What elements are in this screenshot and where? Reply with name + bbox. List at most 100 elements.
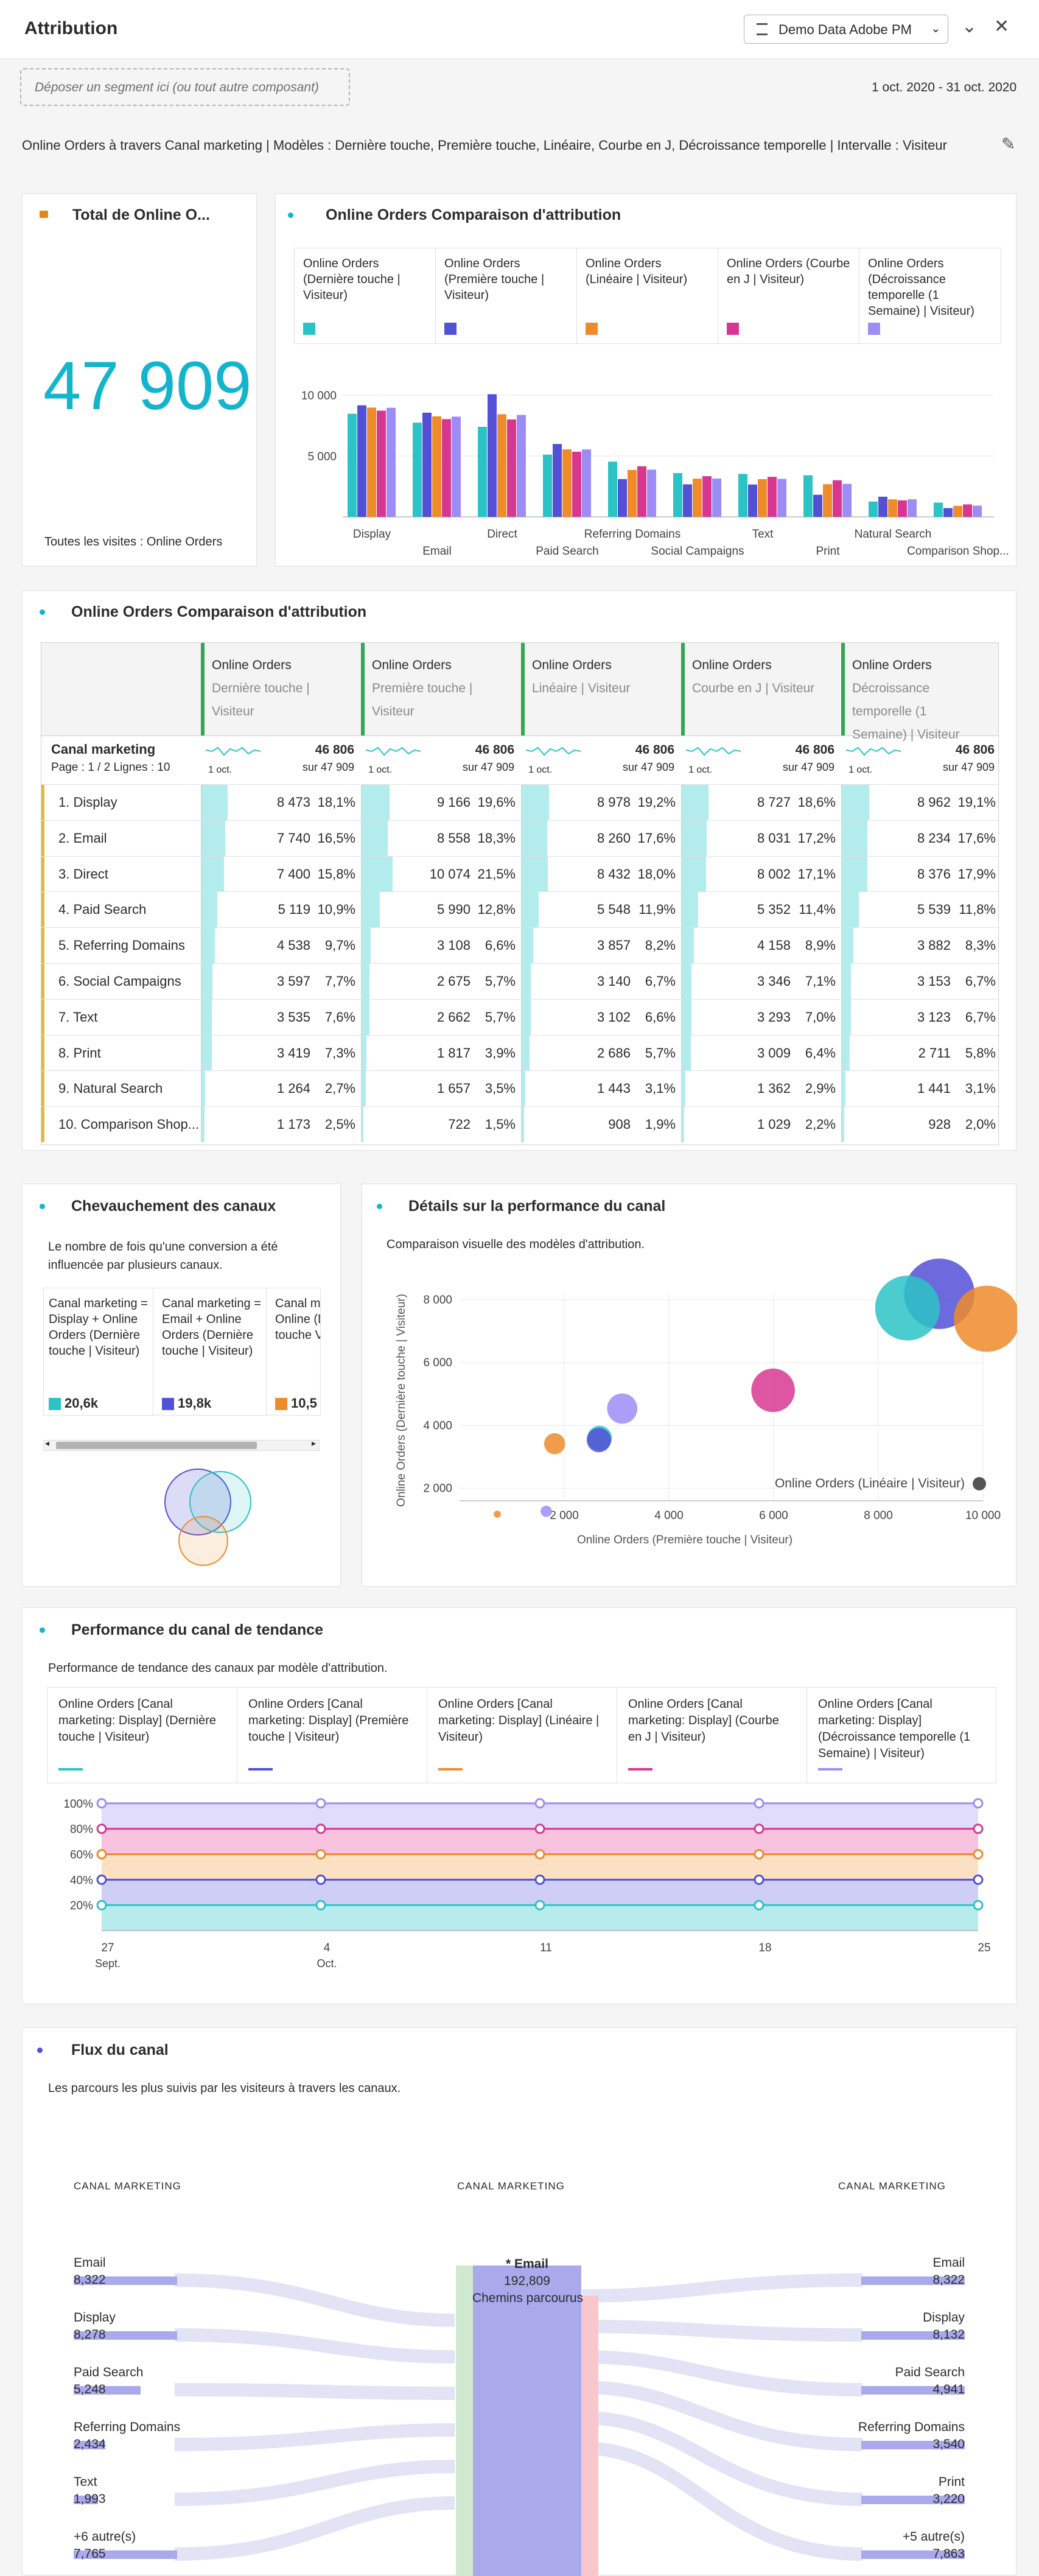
cell-percent: 19,6% bbox=[477, 795, 516, 810]
bar bbox=[357, 405, 366, 517]
table-row[interactable]: 2. Email 7 740 16,5% 8 558 18,3% 8 260 17,6% 8 … bbox=[41, 819, 998, 856]
flow-center-value: 192,809 bbox=[504, 2274, 550, 2288]
chart-legend: Online Orders [Canal marketing: Display]… bbox=[47, 1687, 996, 1783]
legend-label: Online Orders [Canal marketing: Display]… bbox=[58, 1697, 216, 1744]
flow-diagram bbox=[74, 2265, 965, 2576]
flow-center-sub: Chemins parcourus bbox=[472, 2291, 584, 2305]
cell-bar bbox=[201, 892, 217, 928]
flow-description: Les parcours les plus suivis par les vis… bbox=[48, 2082, 401, 2095]
legend-label: Online Orders (Linéaire | Visiteur) bbox=[586, 257, 688, 286]
bar bbox=[869, 501, 878, 517]
date-range[interactable]: 1 oct. 2020 - 31 oct. 2020 bbox=[872, 80, 1017, 94]
legend-swatch bbox=[58, 1768, 83, 1771]
overlap-card[interactable]: Canal marketing = Email + Online Orders … bbox=[157, 1288, 267, 1415]
column-header-model: temporelle (1 bbox=[852, 704, 927, 718]
scroll-right-icon[interactable]: ▸ bbox=[312, 1438, 317, 1448]
table-row[interactable]: 10. Comparison Shop... 1 173 2,5% 722 1,5% 90… bbox=[41, 1106, 998, 1142]
flow-right-node-value: 8,132 bbox=[932, 2328, 965, 2342]
table-row[interactable]: 4. Paid Search 5 119 10,9% 5 990 12,8% 5 548 1… bbox=[41, 891, 998, 928]
legend-item: Online Orders [Canal marketing: Display]… bbox=[617, 1688, 807, 1783]
x-tick-label: 2 000 bbox=[550, 1509, 579, 1522]
trend-title: Performance du canal de tendance bbox=[71, 1621, 324, 1638]
cell-bar bbox=[681, 928, 694, 963]
cell-percent: 2,5% bbox=[324, 1117, 355, 1132]
channel-overlap-panel: Chevauchement des canaux Le nombre de fo… bbox=[22, 1184, 341, 1587]
flow-left-node-value: 8,278 bbox=[74, 2328, 106, 2342]
table-row[interactable]: 8. Print 3 419 7,3% 1 817 3,9% 2 686 5,7% 3 009… bbox=[41, 1034, 998, 1071]
panel-status-dot bbox=[288, 212, 293, 218]
cell-bar bbox=[681, 1107, 684, 1142]
flow-left-node-label: Email bbox=[74, 2256, 106, 2270]
column-total-of: sur 47 909 bbox=[942, 761, 995, 773]
table-row[interactable]: 9. Natural Search 1 264 2,7% 1 657 3,5% 1 443… bbox=[41, 1070, 998, 1107]
bar bbox=[833, 480, 842, 517]
bar bbox=[702, 476, 712, 517]
x-tick-month: Sept. bbox=[95, 1957, 121, 1970]
legend-item: Online Orders [Canal marketing: Display]… bbox=[427, 1688, 617, 1783]
cell-bar bbox=[521, 820, 547, 856]
flow-link bbox=[174, 2460, 455, 2506]
cell-bar bbox=[201, 1107, 205, 1142]
row-label: 9. Natural Search bbox=[58, 1081, 163, 1097]
cell-percent: 5,8% bbox=[965, 1045, 996, 1061]
column-header-model: Décroissance bbox=[852, 681, 930, 695]
row-label: 3. Direct bbox=[58, 866, 108, 882]
cell-percent: 7,7% bbox=[324, 974, 355, 989]
cell-bar bbox=[201, 785, 228, 820]
collapse-chevron-icon[interactable]: ⌄ bbox=[962, 16, 978, 37]
bar bbox=[647, 469, 656, 517]
edit-pencil-icon[interactable]: ✎ bbox=[1001, 135, 1016, 153]
cell-value: 10 074 bbox=[429, 866, 471, 882]
overlap-card[interactable]: Canal m = Direc Online (Derni touche Vis… bbox=[270, 1288, 320, 1415]
scroll-left-icon[interactable]: ◂ bbox=[45, 1438, 50, 1448]
table-row[interactable]: 3. Direct 7 400 15,8% 10 074 21,5% 8 432 18,0%… bbox=[41, 855, 998, 892]
cell-value: 1 441 bbox=[917, 1081, 951, 1097]
column-header-metric: Online Orders bbox=[212, 658, 292, 672]
column-header[interactable]: Online Orders Dernière touche | Visiteur bbox=[201, 643, 359, 735]
x-axis-title: Online Orders (Première touche | Visiteu… bbox=[577, 1534, 792, 1546]
table-row[interactable]: 6. Social Campaigns 3 597 7,7% 2 675 5,7% 3 1… bbox=[41, 963, 998, 999]
table-row[interactable]: 7. Text 3 535 7,6% 2 662 5,7% 3 102 6,6% 3 293 7… bbox=[41, 998, 998, 1035]
cell-divider bbox=[841, 1071, 842, 1107]
cell-bar bbox=[201, 1071, 205, 1107]
report-suite-selector[interactable]: Demo Data Adobe PM ⌄ bbox=[744, 15, 948, 44]
column-header[interactable]: Online Orders Décroissance temporelle (1 Se… bbox=[841, 643, 999, 742]
column-header[interactable]: Online Orders Linéaire | Visiteur bbox=[521, 643, 679, 735]
x-tick-label: Print bbox=[816, 545, 840, 558]
cell-value: 8 002 bbox=[757, 866, 791, 882]
flow-center-next-bar bbox=[581, 2296, 598, 2576]
close-icon[interactable]: ✕ bbox=[994, 16, 1010, 37]
scrollbar-thumb[interactable] bbox=[56, 1442, 257, 1449]
bar-chart: 10 000 5 000 Display Email Direct Paid Search… bbox=[301, 390, 1009, 558]
bar bbox=[953, 505, 962, 517]
cell-value: 7 400 bbox=[276, 866, 310, 882]
report-suite-label: Demo Data Adobe PM bbox=[778, 22, 912, 37]
data-point bbox=[973, 1798, 984, 1809]
segment-drop-zone[interactable]: Déposer un segment ici (ou tout autre co… bbox=[20, 68, 350, 106]
legend-swatch bbox=[248, 1768, 273, 1771]
y-tick-label: 6 000 bbox=[423, 1356, 452, 1369]
cell-bar bbox=[841, 928, 853, 963]
cell-divider bbox=[681, 856, 682, 892]
x-tick-label: Email bbox=[422, 545, 452, 558]
data-point bbox=[534, 1798, 545, 1809]
overlap-card[interactable]: Canal marketing = Display + Online Order… bbox=[44, 1288, 153, 1415]
sparkline-label: 1 oct. bbox=[688, 765, 713, 775]
x-tick-label: 6 000 bbox=[759, 1509, 788, 1522]
legend-item: Online Orders (Courbe en J | Visiteur) bbox=[718, 248, 859, 343]
cell-bar bbox=[521, 999, 531, 1035]
cell-percent: 5,7% bbox=[485, 1009, 516, 1025]
column-total-of: sur 47 909 bbox=[462, 761, 514, 773]
bar bbox=[387, 407, 396, 517]
table-row[interactable]: 5. Referring Domains 4 538 9,7% 3 108 6,6% 3 … bbox=[41, 927, 998, 963]
cell-divider bbox=[361, 1107, 362, 1142]
flow-node-bar bbox=[861, 2331, 965, 2340]
flow-node-bar bbox=[74, 2331, 177, 2340]
cell-value: 2 686 bbox=[596, 1045, 631, 1061]
cell-percent: 19,2% bbox=[637, 795, 676, 810]
column-header[interactable]: Online Orders Courbe en J | Visiteur bbox=[681, 643, 839, 735]
table-row[interactable]: 1. Display 8 473 18,1% 9 166 19,6% 8 978 19,2%… bbox=[41, 784, 998, 820]
flow-node-bar bbox=[861, 2550, 965, 2559]
horizontal-scrollbar[interactable]: ◂ ▸ bbox=[43, 1438, 320, 1451]
column-header[interactable]: Online Orders Première touche | Visiteur bbox=[361, 643, 519, 735]
